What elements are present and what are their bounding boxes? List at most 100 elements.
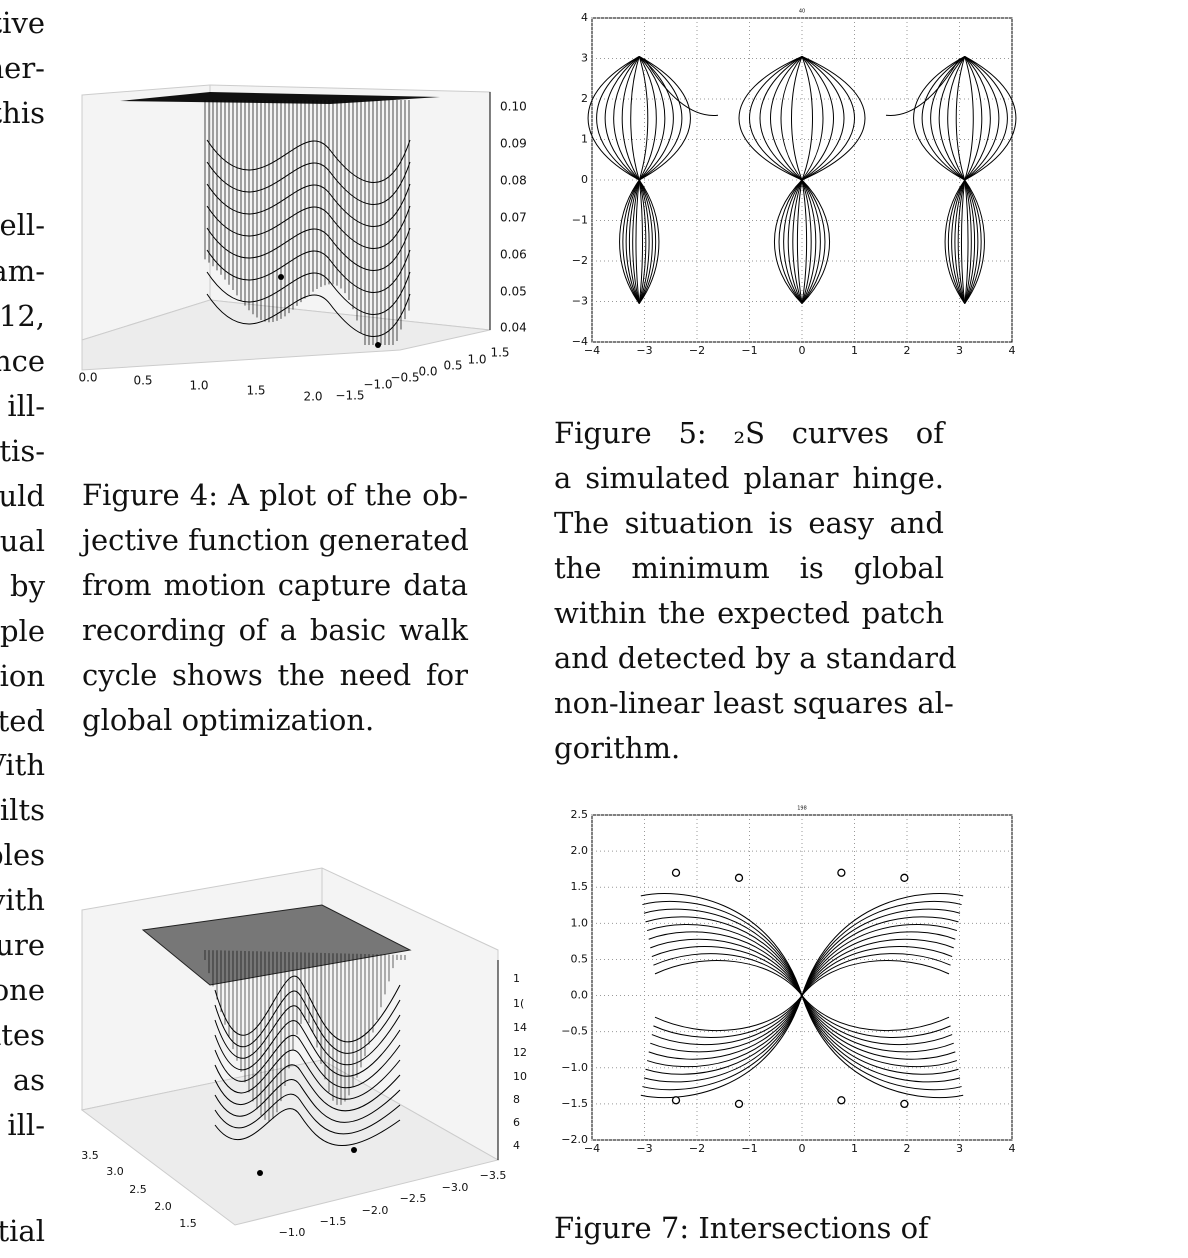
curve <box>913 56 965 181</box>
text-fragment: ilts <box>0 793 45 827</box>
text-fragment: as <box>12 1063 45 1097</box>
z-tick-label: 14 <box>513 1021 527 1034</box>
curve <box>648 931 803 996</box>
curve <box>621 56 640 181</box>
curve <box>638 179 647 304</box>
x-tick-label: 1 <box>851 1142 858 1155</box>
curve <box>738 56 803 181</box>
y-tick-label: 3 <box>581 52 588 65</box>
marker <box>837 868 846 877</box>
y-tick-label: 2.5 <box>129 1183 147 1196</box>
curve <box>947 56 966 181</box>
curve <box>206 227 411 271</box>
caption-line: recording of a basic walk <box>82 613 468 647</box>
curve <box>951 179 966 304</box>
caption-line: from motion capture data <box>82 568 468 602</box>
curve <box>964 179 972 304</box>
figure-5-plot: −4 −3 −2 −1 0 1 2 3 4 4 3 2 1 0 −1 −2 −3 −4 40 <box>572 9 1017 357</box>
curve <box>759 56 803 181</box>
curve <box>955 56 966 181</box>
curve <box>650 938 803 996</box>
y-tick-label: −1.0 <box>363 378 392 392</box>
curve <box>801 179 826 304</box>
curve <box>964 56 983 181</box>
caption-line: a simulated planar hinge. <box>554 461 944 495</box>
curve <box>640 893 803 996</box>
text-fragment: ted <box>0 704 45 738</box>
curve <box>801 179 808 304</box>
x-tick-label: 3 <box>956 344 963 357</box>
curve <box>964 179 985 304</box>
marker <box>671 868 681 877</box>
curve <box>801 931 956 996</box>
curve <box>638 56 683 181</box>
curve <box>628 179 640 304</box>
caption-line: and detected by a standard <box>554 641 957 675</box>
curve <box>206 161 411 205</box>
text-fragment: one <box>0 973 45 1007</box>
y-tick-label: 1 <box>581 133 588 146</box>
x-tick-label: −4 <box>584 344 600 357</box>
curve <box>214 1020 401 1077</box>
curve <box>645 995 803 1075</box>
y-tick-label: 1.5 <box>490 346 509 360</box>
x-tick-label: 0.5 <box>133 374 152 388</box>
curve <box>638 179 657 304</box>
minimum <box>257 1170 263 1176</box>
curve <box>214 1078 401 1123</box>
curve <box>206 271 411 315</box>
curve <box>791 56 803 181</box>
curve <box>801 995 956 1060</box>
curve <box>632 179 640 304</box>
curve <box>638 56 649 181</box>
caption-line: jective function generated <box>82 523 469 557</box>
curve <box>964 56 1000 181</box>
curve <box>640 995 803 1099</box>
y-tick-label: 1.0 <box>467 353 486 367</box>
text-fragment: ple <box>0 614 45 648</box>
x-tick-label: 1.0 <box>189 379 208 393</box>
z-tick-label: 0.08 <box>500 174 527 188</box>
caption-line: within the expected patch <box>554 596 944 630</box>
text-fragment: itis- <box>0 434 45 468</box>
curve <box>638 179 644 304</box>
y-tick-label: 0.5 <box>571 952 589 965</box>
curve <box>792 179 803 304</box>
curve <box>638 179 650 304</box>
figure-4-plot <box>81 84 491 371</box>
curve <box>630 56 640 181</box>
curve <box>801 960 950 996</box>
curve <box>964 179 982 304</box>
x-tick-label: −3.5 <box>480 1169 507 1182</box>
caption-line: the minimum is global <box>554 551 944 585</box>
caption-line: The situation is easy and <box>554 506 944 540</box>
text-fragment: by <box>10 569 45 603</box>
text-fragment: uld <box>0 479 45 513</box>
x-tick-label: −4 <box>584 1142 600 1155</box>
curve <box>783 179 803 304</box>
y-tick-label: −3 <box>572 295 588 308</box>
curve <box>638 56 657 181</box>
plot-title: 198 <box>797 806 807 812</box>
caption-line: Figure 4: A plot of the ob- <box>82 478 468 512</box>
curve <box>964 179 979 304</box>
curve <box>964 56 974 181</box>
curve <box>801 56 824 181</box>
curve <box>801 56 813 181</box>
curve <box>938 56 966 181</box>
curve <box>206 139 411 183</box>
curve <box>801 995 954 1053</box>
x-tick-label: 4 <box>1009 344 1016 357</box>
curve <box>214 975 401 1043</box>
y-tick-label: −2 <box>572 254 588 267</box>
curve <box>214 1108 401 1147</box>
y-tick-label: −0.5 <box>561 1025 588 1038</box>
curve <box>801 995 962 1091</box>
text-fragment: am- <box>0 254 45 288</box>
x-tick-label: 2.0 <box>303 390 322 404</box>
curve <box>801 995 964 1099</box>
z-tick-label: 0.10 <box>500 100 527 114</box>
marker <box>837 1096 846 1105</box>
y-tick-label: 4 <box>581 11 588 24</box>
